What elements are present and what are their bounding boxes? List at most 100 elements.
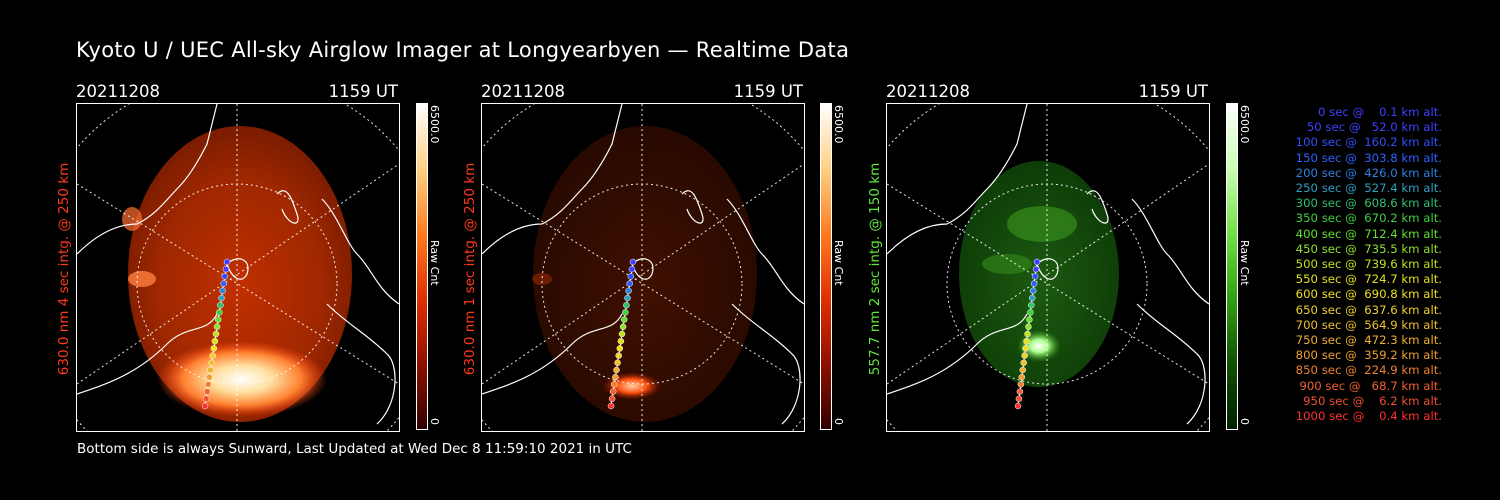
panel-3-time: 1159 UT xyxy=(1138,82,1208,101)
legend-row: 600 sec @ 690.8 km alt. xyxy=(1291,287,1442,302)
legend-row: 850 sec @ 224.9 km alt. xyxy=(1291,363,1442,378)
legend-row: 0 sec @ 0.1 km alt. xyxy=(1306,105,1442,119)
panel-2-colorbar xyxy=(820,103,832,430)
trajectory-marker xyxy=(1025,323,1032,331)
trajectory-marker xyxy=(1032,265,1040,273)
trajectory-marker xyxy=(206,373,213,381)
trajectory-marker xyxy=(205,381,212,388)
legend-row: 300 sec @ 608.6 km alt. xyxy=(1291,196,1442,211)
trajectory-marker xyxy=(612,373,619,381)
panel-2-colorbar-max: 6500.0 xyxy=(832,105,845,144)
panel-3-allsky-image xyxy=(886,103,1210,432)
trajectory-marker xyxy=(1030,280,1038,287)
panel-1-colorbar-max: 6500.0 xyxy=(428,105,441,144)
trajectory-marker xyxy=(628,265,636,273)
legend-row: 700 sec @ 564.9 km alt. xyxy=(1291,317,1442,332)
trajectory-marker xyxy=(217,301,224,309)
trajectory-marker xyxy=(626,280,633,287)
trajectory-marker xyxy=(210,345,218,352)
trajectory-marker xyxy=(1033,258,1041,266)
panel-1-colorbar-min: 0 xyxy=(428,418,441,425)
trajectory-marker xyxy=(202,395,210,403)
panel-3-colorbar-min: 0 xyxy=(1238,418,1251,425)
legend-row: 200 sec @ 426.0 km alt. xyxy=(1291,165,1442,180)
trajectory-marker xyxy=(627,273,635,280)
footer-update-note: Bottom side is always Sunward, Last Upda… xyxy=(77,441,632,457)
trajectory-marker xyxy=(614,359,621,367)
trajectory-marker xyxy=(1028,301,1035,309)
panel-2: 20211208 1159 UT xyxy=(481,82,811,432)
trajectory-marker xyxy=(203,388,211,395)
legend-row: 800 sec @ 359.2 km alt. xyxy=(1291,348,1442,363)
trajectory-marker xyxy=(1018,373,1026,381)
page-title: Kyoto U / UEC All-sky Airglow Imager at … xyxy=(76,38,850,62)
trajectory-marker xyxy=(609,388,617,395)
legend-row: 100 sec @ 160.2 km alt. xyxy=(1291,135,1442,150)
legend-row: 650 sec @ 637.6 km alt. xyxy=(1291,302,1442,317)
trajectory-marker xyxy=(1031,273,1039,280)
trajectory-marker xyxy=(608,395,616,403)
trajectory-marker xyxy=(208,359,215,367)
trajectory-marker xyxy=(1014,402,1022,410)
panel-3-colorbar xyxy=(1226,103,1238,430)
trajectory-marker xyxy=(1029,287,1037,295)
trajectory-marker xyxy=(1015,395,1023,403)
panel-3-colorbar-unit: Raw Cnt xyxy=(1238,240,1251,286)
trajectory-marker xyxy=(1029,294,1036,302)
legend-row: 750 sec @ 472.3 km alt. xyxy=(1291,333,1442,348)
legend-row: 50 sec @ 52.0 km alt. xyxy=(1299,120,1442,135)
trajectory-altitude-legend: 0 sec @ 0.1 km alt. 50 sec @ 52.0 km alt… xyxy=(1292,105,1442,424)
trajectory-marker xyxy=(617,337,625,345)
trajectory-marker xyxy=(623,301,630,309)
panel-2-date: 20211208 xyxy=(481,82,565,101)
panel-2-colorbar-min: 0 xyxy=(832,418,845,425)
trajectory-marker xyxy=(1017,381,1025,388)
trajectory-marker xyxy=(218,294,225,302)
panel-3: 20211208 1159 UT xyxy=(886,82,1216,432)
trajectory-marker xyxy=(1022,345,1029,352)
trajectory-marker xyxy=(221,273,229,280)
panel-1-time: 1159 UT xyxy=(328,82,398,101)
trajectory-marker xyxy=(607,402,615,410)
trajectory-marker xyxy=(1021,352,1028,359)
trajectory-marker xyxy=(201,402,209,410)
trajectory-marker xyxy=(611,381,618,388)
trajectory-marker xyxy=(624,294,631,302)
panel-1-allsky-image xyxy=(76,103,400,432)
trajectory-marker xyxy=(219,287,226,295)
panel-1-date: 20211208 xyxy=(76,82,160,101)
trajectory-marker xyxy=(214,316,222,323)
trajectory-marker xyxy=(207,366,214,374)
panel-2-wavelength-label: 630.0 nm 1 sec intg. @ 250 km xyxy=(462,162,478,376)
trajectory-marker xyxy=(1019,366,1026,374)
panel-2-colorbar-unit: Raw Cnt xyxy=(832,240,845,286)
trajectory-marker xyxy=(220,280,227,287)
panel-3-colorbar-max: 6500.0 xyxy=(1238,105,1251,144)
legend-row: 550 sec @ 724.7 km alt. xyxy=(1291,272,1442,287)
legend-row: 500 sec @ 739.6 km alt. xyxy=(1291,257,1442,272)
panel-3-date: 20211208 xyxy=(886,82,970,101)
panel-3-wavelength-label: 557.7 nm 2 sec intg. @ 150 km xyxy=(867,162,883,376)
trajectory-marker xyxy=(223,258,231,266)
legend-row: 1000 sec @ 0.4 km alt. xyxy=(1295,409,1442,424)
trajectory-marker xyxy=(1023,337,1030,345)
trajectory-marker xyxy=(618,330,626,338)
panel-1-wavelength-label: 630.0 nm 4 sec intg. @ 250 km xyxy=(56,162,72,376)
trajectory-marker xyxy=(216,309,223,316)
legend-row: 250 sec @ 527.4 km alt. xyxy=(1291,181,1442,196)
panel-2-time: 1159 UT xyxy=(733,82,803,101)
trajectory-marker xyxy=(619,323,627,331)
legend-row: 450 sec @ 735.5 km alt. xyxy=(1291,241,1442,256)
trajectory-marker xyxy=(1020,359,1027,367)
panel-1-colorbar-unit: Raw Cnt xyxy=(428,240,441,286)
panel-1: 20211208 1159 UT xyxy=(76,82,406,432)
legend-row: 900 sec @ 68.7 km alt. xyxy=(1295,378,1442,393)
panel-2-allsky-image xyxy=(481,103,805,432)
trajectory-marker xyxy=(613,366,620,374)
legend-row: 950 sec @ 6.2 km alt. xyxy=(1299,393,1442,408)
trajectory-marker xyxy=(1026,316,1033,323)
trajectory-marker xyxy=(622,309,629,316)
trajectory-marker xyxy=(1016,388,1024,395)
trajectory-marker xyxy=(1027,309,1034,316)
trajectory-marker xyxy=(620,316,628,323)
